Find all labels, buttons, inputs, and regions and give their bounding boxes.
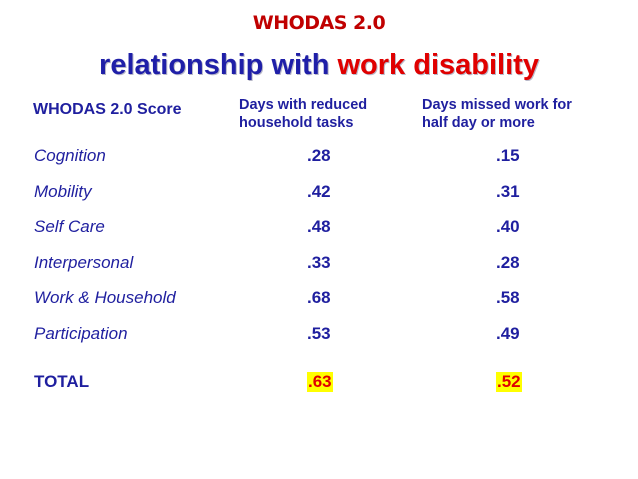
- slide-subtitle: relationship with work disability: [0, 49, 638, 82]
- total-label: TOTAL: [34, 372, 90, 391]
- header-reduced-household: Days with reduced household tasks: [239, 96, 414, 132]
- subtitle-accent: work disability: [337, 49, 539, 81]
- total-missed-highlight: .52: [496, 372, 522, 392]
- row-reduced-interpersonal: .33: [307, 253, 331, 272]
- row-missed-self-care: .40: [496, 217, 520, 236]
- row-reduced-self-care: .48: [307, 217, 331, 236]
- row-reduced-participation: .53: [307, 324, 331, 343]
- row-label-mobility: Mobility: [34, 182, 92, 201]
- header-missed-work: Days missed work for half day or more: [422, 96, 622, 132]
- row-label-interpersonal: Interpersonal: [34, 253, 134, 272]
- row-label-work-household: Work & Household: [34, 288, 176, 307]
- row-reduced-cognition: .28: [307, 146, 331, 165]
- header-score: WHODAS 2.0 Score: [33, 101, 182, 118]
- row-missed-participation: .49: [496, 324, 520, 343]
- header-missed-line1: Days missed work for: [422, 97, 572, 113]
- total-reduced-highlight: .63: [307, 372, 333, 392]
- row-missed-interpersonal: .28: [496, 253, 520, 272]
- header-missed-line2: half day or more: [422, 115, 535, 131]
- row-missed-mobility: .31: [496, 182, 520, 201]
- header-reduced-line2: household tasks: [239, 115, 354, 131]
- row-label-self-care: Self Care: [34, 217, 105, 236]
- slide-title: WHODAS 2.0: [252, 12, 386, 34]
- row-reduced-mobility: .42: [307, 182, 331, 201]
- header-reduced-line1: Days with reduced: [239, 97, 368, 113]
- row-reduced-work-household: .68: [307, 288, 331, 307]
- row-missed-cognition: .15: [496, 146, 520, 165]
- row-label-participation: Participation: [34, 324, 128, 343]
- row-missed-work-household: .58: [496, 288, 520, 307]
- row-label-cognition: Cognition: [34, 146, 106, 165]
- subtitle-lead: relationship with: [99, 49, 338, 81]
